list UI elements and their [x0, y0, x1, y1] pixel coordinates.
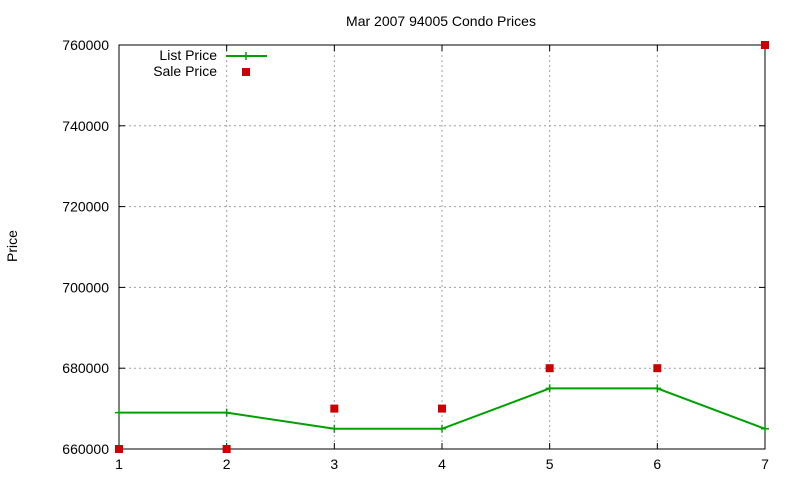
series-layer: [115, 41, 769, 453]
sale-price-point-2: [222, 445, 231, 453]
list-price-point-6: [653, 384, 662, 393]
legend: List Price Sale Price: [153, 47, 267, 79]
x-tick-label-1: 1: [115, 456, 123, 472]
x-tick-label-5: 5: [546, 456, 554, 472]
y-tick-label-680000: 680000: [62, 360, 109, 376]
grid-layer: [119, 45, 765, 449]
y-tick-label-740000: 740000: [62, 118, 109, 134]
list-price-point-5: [545, 384, 554, 393]
sale-price-point-7: [761, 41, 769, 49]
list-price-point-1: [115, 408, 123, 417]
x-tick-label-7: 7: [761, 456, 769, 472]
sale-price-point-1: [115, 445, 123, 453]
legend-label-list-price: List Price: [159, 47, 217, 63]
x-tick-label-3: 3: [330, 456, 338, 472]
y-tick-label-660000: 660000: [62, 441, 109, 457]
list-price-point-3: [330, 424, 339, 433]
tick-labels-layer: 1 2 3 4 5 6 7 660000 680000 700000 720000 740000 760…: [62, 37, 769, 472]
legend-marker-sale-price: [242, 68, 250, 76]
sale-price-point-6: [653, 364, 662, 373]
y-tick-label-720000: 720000: [62, 199, 109, 215]
sale-price-point-4: [438, 404, 446, 413]
y-axis-label: Price: [4, 230, 20, 262]
legend-marker-list-price: [242, 52, 250, 60]
x-tick-label-2: 2: [223, 456, 231, 472]
chart-title: Mar 2007 94005 Condo Prices: [346, 13, 536, 29]
sale-price-point-3: [330, 404, 339, 413]
list-price-point-7: [761, 424, 769, 433]
legend-label-sale-price: Sale Price: [153, 63, 217, 79]
y-tick-label-760000: 760000: [62, 37, 109, 53]
y-tick-label-700000: 700000: [62, 279, 109, 295]
list-price-point-4: [438, 424, 446, 433]
list-price-point-2: [222, 408, 231, 417]
x-tick-label-4: 4: [438, 456, 446, 472]
sale-price-point-5: [545, 364, 554, 373]
x-tick-label-6: 6: [653, 456, 661, 472]
